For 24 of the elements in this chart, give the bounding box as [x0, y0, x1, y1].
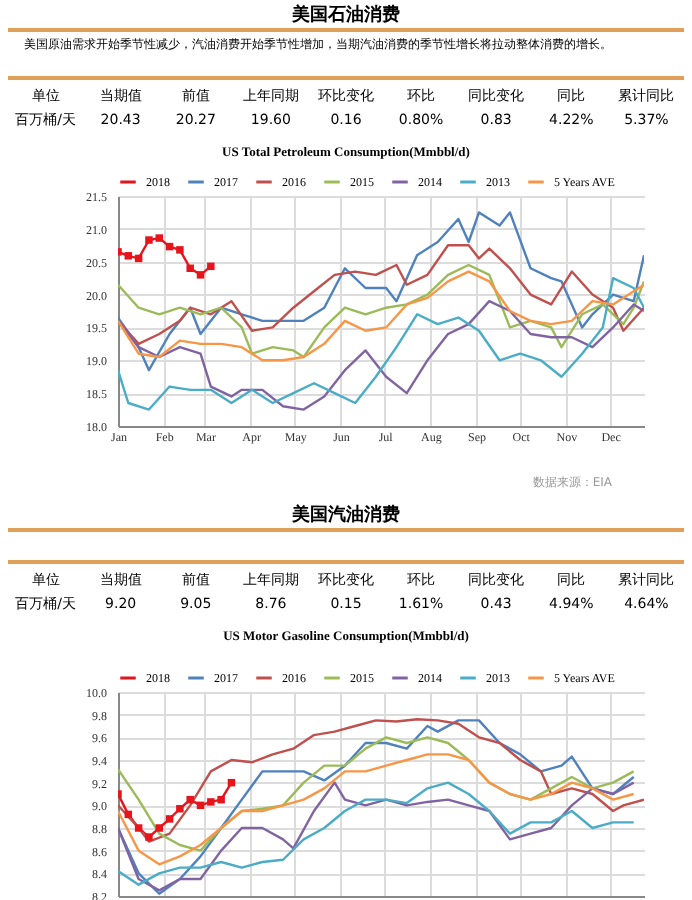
- point: [186, 795, 194, 804]
- point: [217, 795, 225, 804]
- line-series: [118, 244, 644, 346]
- point: [176, 804, 184, 813]
- point: [207, 798, 215, 806]
- point: [196, 271, 205, 279]
- point: [176, 246, 184, 254]
- point: [155, 234, 163, 242]
- point: [186, 264, 194, 273]
- line-series: [118, 211, 644, 372]
- text: 美国汽油消费: [8, 500, 684, 532]
- point: [145, 833, 153, 841]
- point: [165, 815, 174, 823]
- point: [155, 824, 163, 832]
- line-series: [118, 719, 635, 895]
- line-series: [118, 299, 644, 411]
- text: 美国石油消费: [8, 0, 684, 32]
- line-series: [118, 753, 635, 866]
- line-series: [118, 276, 644, 411]
- point: [145, 236, 153, 244]
- point: [134, 824, 143, 832]
- line-series: [118, 718, 644, 843]
- point: [207, 262, 215, 271]
- point: [124, 252, 133, 260]
